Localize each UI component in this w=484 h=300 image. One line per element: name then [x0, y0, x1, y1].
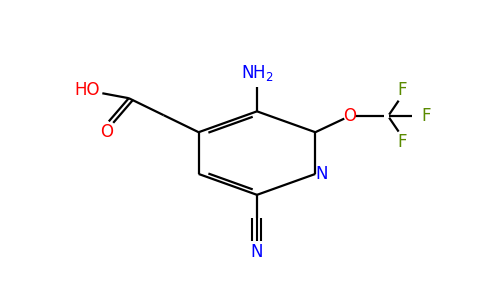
Text: O: O — [343, 107, 356, 125]
Text: HO: HO — [75, 80, 100, 98]
Text: N: N — [316, 165, 328, 183]
Text: F: F — [398, 133, 408, 151]
Text: NH$_2$: NH$_2$ — [241, 63, 273, 83]
Text: N: N — [251, 243, 263, 261]
Text: F: F — [422, 107, 431, 125]
Text: O: O — [100, 123, 113, 141]
Text: F: F — [398, 82, 408, 100]
